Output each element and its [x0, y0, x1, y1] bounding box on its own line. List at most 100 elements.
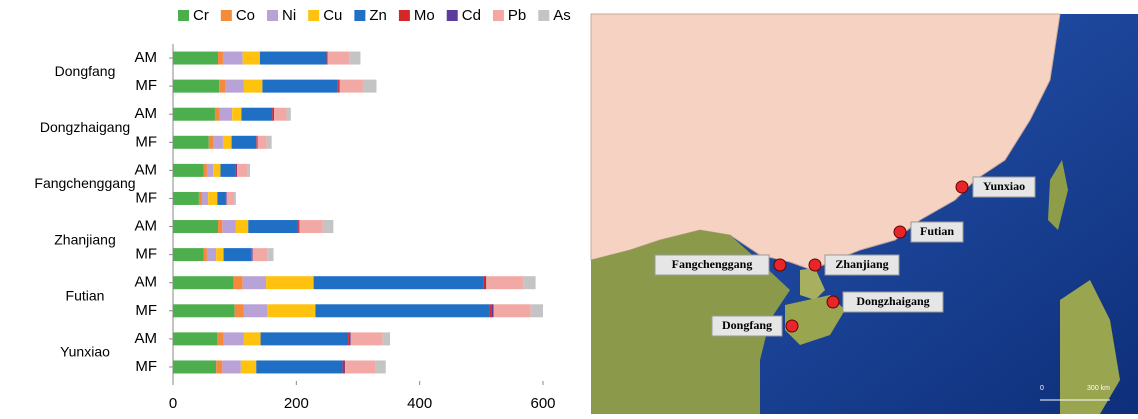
bar-segment	[235, 304, 244, 317]
y-tick-label: MF	[135, 302, 157, 319]
bar-segment	[237, 164, 238, 177]
bar-segment	[247, 164, 250, 177]
site-label: Fangchenggang	[672, 257, 753, 271]
bar-segment	[224, 332, 244, 345]
legend-label: Co	[236, 7, 255, 24]
bar-segment	[173, 248, 204, 261]
y-tick-label: AM	[135, 274, 158, 291]
y-tick-label: AM	[135, 49, 158, 66]
bar-segment	[351, 332, 383, 345]
bar-segment	[338, 80, 339, 93]
site-label: Yunxiao	[983, 179, 1025, 193]
bar-segment	[253, 248, 268, 261]
bar-segment	[173, 192, 199, 205]
legend-swatch	[493, 10, 504, 21]
y-tick-label: AM	[135, 161, 158, 178]
x-tick-label: 400	[407, 395, 432, 412]
site	[774, 259, 786, 271]
bar-segment	[350, 332, 351, 345]
bar-segment	[173, 136, 209, 149]
bar-segment	[173, 52, 218, 65]
bar-segment	[220, 164, 235, 177]
bar-segment	[486, 276, 523, 289]
legend-swatch	[221, 10, 232, 21]
group-label: Zhanjiang	[54, 231, 116, 247]
bar-segment	[485, 276, 486, 289]
bar-segment	[523, 276, 535, 289]
bar-segment	[217, 332, 223, 345]
bar-segment	[349, 52, 360, 65]
bar-segment	[340, 80, 363, 93]
bar-segment	[260, 52, 327, 65]
bar-segment	[236, 220, 248, 233]
legend-swatch	[178, 10, 189, 21]
x-tick-label: 200	[284, 395, 309, 412]
bar-segment	[209, 136, 214, 149]
bar-segment	[251, 248, 252, 261]
figure: 0 300 km Yunxiao Futian Fangchenggang Zh…	[0, 0, 1138, 414]
site	[809, 259, 821, 271]
group-label: Fangchenggang	[34, 175, 135, 191]
group-label: Dongfang	[55, 63, 116, 79]
legend-label: Cr	[193, 7, 209, 24]
bar-segment	[214, 136, 223, 149]
legend-label: Pb	[508, 7, 526, 24]
bar-segment	[244, 80, 263, 93]
bar-segment	[272, 108, 273, 121]
bar-segment	[173, 304, 235, 317]
bar-segment	[223, 136, 232, 149]
legend-swatch	[354, 10, 365, 21]
bar-segment	[261, 332, 349, 345]
site-label: Dongfang	[722, 318, 772, 332]
bar-segment	[266, 276, 313, 289]
bar-segment	[220, 108, 232, 121]
y-tick-label: AM	[135, 105, 158, 122]
bar-segment	[202, 192, 208, 205]
bar-segment	[241, 108, 272, 121]
legend-label: As	[553, 7, 571, 24]
bar-segment	[237, 164, 247, 177]
bar-segment	[234, 192, 236, 205]
bar-segment	[262, 80, 337, 93]
bar-segment	[225, 80, 244, 93]
bar-segment	[216, 248, 223, 261]
site-label: Dongzhaigang	[856, 294, 929, 308]
bar-segment	[226, 192, 227, 205]
bar-segment	[299, 220, 322, 233]
bar-segment	[489, 304, 491, 317]
group-label: Dongzhaigang	[40, 119, 130, 135]
legend-swatch	[399, 10, 410, 21]
bar-segment	[236, 164, 237, 177]
bar-segment	[173, 80, 219, 93]
legend-swatch	[538, 10, 549, 21]
legend-label: Ni	[282, 7, 296, 24]
bar-segment	[314, 276, 484, 289]
y-tick-label: MF	[135, 189, 157, 206]
bar-segment	[233, 276, 242, 289]
legend-swatch	[267, 10, 278, 21]
bar-segment	[213, 164, 220, 177]
site	[956, 181, 968, 193]
bar-segment	[256, 360, 342, 373]
bar-segment	[243, 52, 260, 65]
bar-segment	[286, 108, 290, 121]
y-tick-label: AM	[135, 218, 158, 235]
bar-segment	[315, 304, 489, 317]
bar-segment	[207, 248, 216, 261]
bar-segment	[483, 276, 485, 289]
legend-label: Zn	[369, 7, 387, 24]
bar-segment	[232, 108, 241, 121]
bar-segment	[348, 332, 350, 345]
bar-segment	[376, 360, 386, 373]
legend-label: Mo	[414, 7, 435, 24]
site	[894, 226, 906, 238]
bar-segment	[323, 220, 333, 233]
x-tick-label: 600	[530, 395, 555, 412]
y-tick-label: MF	[135, 246, 157, 263]
y-tick-label: MF	[135, 77, 157, 94]
bar-segment	[244, 332, 261, 345]
bar-segment	[327, 52, 328, 65]
bar-segment	[241, 360, 256, 373]
bar-segment	[217, 192, 225, 205]
page: 0 300 km Yunxiao Futian Fangchenggang Zh…	[0, 0, 1138, 419]
